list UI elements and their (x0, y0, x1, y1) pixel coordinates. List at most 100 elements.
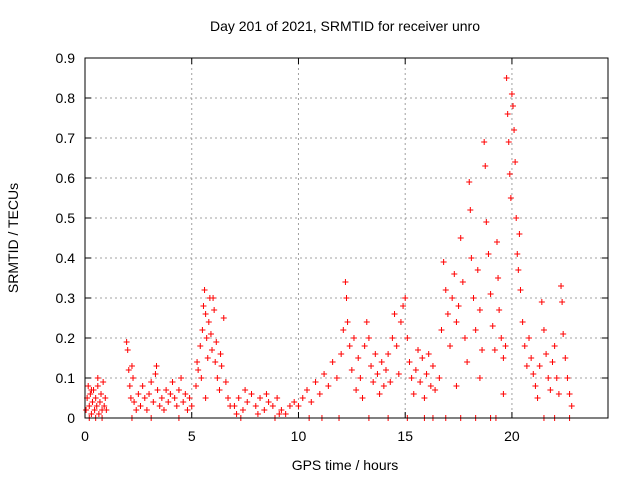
data-point (167, 391, 174, 397)
data-point (101, 403, 108, 409)
data-point (98, 391, 105, 397)
y-tick-label: 0.1 (56, 370, 76, 386)
data-point (555, 391, 562, 397)
data-point (355, 355, 362, 361)
data-point (453, 383, 460, 389)
axis-ticks: 0 0.1 0.2 0.3 0.4 0.5 0.6 0.7 0.8 0.9 0 5 10 15 20 (56, 50, 608, 444)
data-point (359, 395, 366, 401)
data-point (252, 403, 259, 409)
data-point (457, 235, 464, 241)
data-point (88, 387, 95, 393)
chart-title: Day 201 of 2021, SRMTID for receiver unr… (210, 18, 480, 34)
data-point (410, 391, 417, 397)
data-point (365, 335, 372, 341)
data-point (402, 295, 409, 301)
data-point (532, 383, 539, 389)
data-point (438, 327, 445, 333)
data-point (133, 407, 140, 413)
data-point (204, 355, 211, 361)
data-point (163, 387, 170, 393)
data-point (489, 323, 496, 329)
data-point (269, 403, 276, 409)
data-point (523, 363, 530, 369)
x-tick-label: 5 (188, 428, 196, 444)
data-point (96, 399, 103, 405)
data-point (393, 343, 400, 349)
data-point (506, 171, 513, 177)
data-point (538, 299, 545, 305)
data-point (495, 275, 502, 281)
data-point (91, 407, 98, 413)
data-point (415, 347, 422, 353)
data-point (451, 271, 458, 277)
data-point (160, 407, 167, 413)
data-point (476, 307, 483, 313)
data-point (558, 283, 565, 289)
data-point (201, 287, 208, 293)
data-point (153, 363, 160, 369)
data-point (442, 287, 449, 293)
data-point (141, 395, 148, 401)
data-point (193, 383, 200, 389)
x-axis-label: GPS time / hours (292, 457, 399, 473)
data-point (199, 327, 206, 333)
data-point (239, 407, 246, 413)
data-point (385, 351, 392, 357)
data-point (85, 383, 92, 389)
data-point (329, 359, 336, 365)
data-point (348, 367, 355, 373)
data-point (195, 367, 202, 373)
data-point (487, 291, 494, 297)
data-point (146, 391, 153, 397)
data-point (154, 387, 161, 393)
x-tick-label: 20 (504, 428, 520, 444)
data-point (312, 379, 319, 385)
data-point (171, 395, 178, 401)
data-point (427, 383, 434, 389)
data-point (342, 279, 349, 285)
data-point (511, 127, 518, 133)
data-point (88, 411, 95, 417)
data-point (244, 399, 251, 405)
data-point (178, 375, 185, 381)
data-point (173, 403, 180, 409)
data-point (321, 371, 328, 377)
data-point (378, 359, 385, 365)
data-point (135, 391, 142, 397)
data-point (216, 387, 223, 393)
x-tick-label: 15 (397, 428, 413, 444)
data-point (143, 407, 150, 413)
data-point (421, 395, 428, 401)
data-point (368, 363, 375, 369)
data-point (139, 383, 146, 389)
data-point (102, 395, 109, 401)
data-point (124, 347, 131, 353)
y-tick-label: 0.6 (56, 170, 76, 186)
data-point (184, 407, 191, 413)
data-point (566, 391, 573, 397)
data-point (553, 375, 560, 381)
data-point (205, 319, 212, 325)
data-point (493, 239, 500, 245)
data-point (165, 399, 172, 405)
data-point (158, 395, 165, 401)
data-point (447, 343, 454, 349)
data-point (372, 351, 379, 357)
data-point (503, 75, 510, 81)
data-point (432, 387, 439, 393)
data-point (261, 407, 268, 413)
data-point (526, 335, 533, 341)
data-point (540, 327, 547, 333)
data-point (466, 179, 473, 185)
data-point (408, 375, 415, 381)
data-point (92, 395, 99, 401)
data-point (515, 267, 522, 273)
data-point (468, 255, 475, 261)
data-point (210, 295, 217, 301)
data-point (276, 411, 283, 417)
data-point (100, 379, 107, 385)
data-point (474, 267, 481, 273)
data-point (376, 391, 383, 397)
data-point (500, 391, 507, 397)
